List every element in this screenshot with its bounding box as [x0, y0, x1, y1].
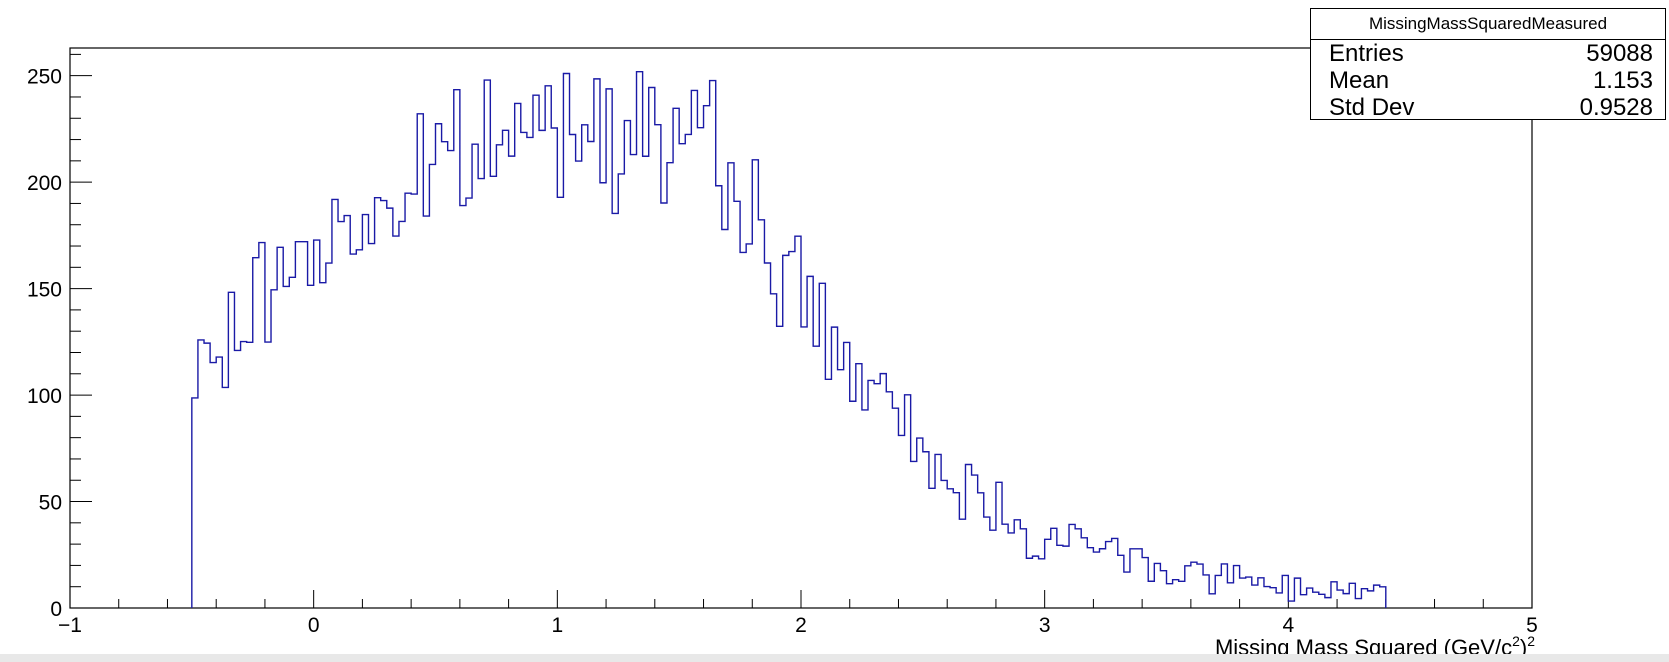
x-axis: −1 0 1 2 3 4 5 — [58, 590, 1538, 637]
x-tick-label: 3 — [1039, 614, 1051, 637]
y-tick-label: 150 — [27, 279, 62, 302]
stats-entries-label: Entries — [1329, 40, 1404, 67]
x-tick-label: 1 — [551, 614, 563, 637]
stats-row-mean: Mean 1.153 — [1311, 67, 1665, 94]
bottom-strip — [0, 654, 1669, 662]
y-tick-label: 50 — [39, 492, 62, 515]
x-tick-label: 0 — [308, 614, 320, 637]
stats-entries-value: 59088 — [1586, 40, 1653, 67]
plot-frame — [69, 47, 1533, 609]
histogram-line — [191, 70, 1387, 608]
stats-box: MissingMassSquaredMeasured Entries 59088… — [1310, 8, 1666, 121]
stats-row-stddev: Std Dev 0.9528 — [1311, 94, 1665, 121]
x-tick-label: 5 — [1526, 614, 1538, 637]
y-tick-label: 0 — [50, 598, 62, 621]
x-tick-label: −1 — [58, 614, 82, 637]
stats-stddev-value: 0.9528 — [1579, 94, 1653, 121]
stats-title: MissingMassSquaredMeasured — [1311, 9, 1665, 40]
y-tick-label: 200 — [27, 172, 62, 195]
stats-stddev-label: Std Dev — [1329, 94, 1415, 121]
stats-mean-label: Mean — [1329, 67, 1390, 94]
y-axis: 0 50 100 150 200 250 — [27, 53, 92, 621]
x-tick-label: 4 — [1282, 614, 1294, 637]
y-tick-label: 100 — [27, 385, 62, 408]
stats-mean-value: 1.153 — [1592, 67, 1653, 94]
stats-row-entries: Entries 59088 — [1311, 40, 1665, 67]
x-tick-label: 2 — [795, 614, 807, 637]
y-tick-label: 250 — [27, 66, 62, 89]
